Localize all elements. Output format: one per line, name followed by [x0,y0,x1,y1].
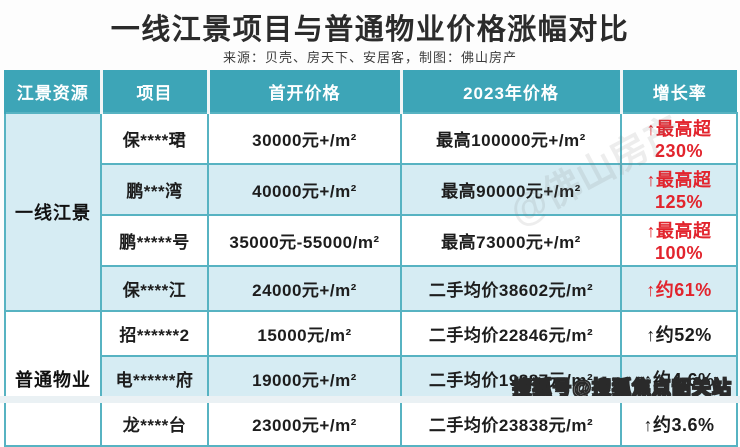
cell-project: 鹏***湾 [100,163,209,216]
source-line: 来源：贝壳、房天下、安居客，制图：佛山房产 [222,50,517,65]
cell-project: 龙****台 [100,400,209,447]
cell-project: 电******府 [100,355,209,402]
infographic-page: 一线江景项目与普通物业价格涨幅对比 来源：贝壳、房天下、安居客，制图：佛山房产 … [0,14,740,447]
cell-growth-rate: ↑最高超230% [620,112,738,165]
cell-2023-price: 最高100000元+/m² [400,112,622,165]
bottom-strip [0,396,740,403]
cell-2023-price: 最高90000元+/m² [400,163,622,216]
table-row: 电******府 19000元+/m² 二手均价19887元/m² ↑约4.6% [5,355,738,402]
cell-growth-rate: ↑约52% [620,310,738,357]
cell-growth-rate: ↑最高超125% [620,163,738,216]
cell-growth-rate: ↑约61% [620,265,738,312]
table-row: 鹏*****号 35000元-55000/m² 最高73000元+/m² ↑最高… [5,214,738,267]
cell-growth-rate: ↑最高超100% [620,214,738,267]
cell-project: 保****江 [100,265,209,312]
cell-growth-rate: ↑约4.6% [620,355,738,402]
column-header-2023-price: 2023年价格 [399,70,621,113]
column-header-first-price: 首开价格 [206,70,401,113]
cell-2023-price: 二手均价22846元/m² [400,310,622,357]
table-row: 鹏***湾 40000元+/m² 最高90000元+/m² ↑最高超125% [5,163,738,216]
cell-first-price: 24000元+/m² [207,265,402,312]
sohu-account-watermark: 搜狐号@搜狐焦点韶关站 [512,377,732,399]
cell-first-price: 23000元+/m² [207,400,402,447]
table-row: 龙****台 23000元+/m² 二手均价23838元/m² ↑约3.6% [5,400,738,447]
cell-first-price: 19000元+/m² [207,355,402,402]
cell-project: 保****珺 [100,112,209,165]
group-label-ordinary: 普通物业 [4,310,102,447]
column-header-river-resource: 江景资源 [4,70,101,113]
cell-first-price: 30000元+/m² [207,112,402,165]
cell-growth-rate: ↑约3.6% [620,400,738,447]
cell-2023-price: 二手均价19887元/m² [400,355,622,402]
table-row: 普通物业 招******2 15000元/m² 二手均价22846元/m² ↑约… [4,310,738,447]
cell-2023-price: 二手均价23838元/m² [400,400,622,447]
column-header-growth-rate: 增长率 [619,70,737,113]
cell-first-price: 35000元-55000/m² [207,214,402,267]
table-row: 一线江景 保****珺 30000元+/m² 最高100000元+/m² ↑最高… [4,112,738,312]
header-row: 江景资源 项目 首开价格 2023年价格 增长率 [4,70,737,113]
cell-project: 招******2 [100,310,209,357]
cell-first-price: 40000元+/m² [207,163,402,216]
cell-2023-price: 二手均价38602元/m² [400,265,622,312]
cell-project: 鹏*****号 [100,214,209,267]
page-title: 一线江景项目与普通物业价格涨幅对比 [110,14,630,46]
column-header-project: 项目 [99,70,208,113]
cell-2023-price: 最高73000元+/m² [400,214,622,267]
group-label-riverside: 一线江景 [4,112,102,312]
cell-first-price: 15000元/m² [207,310,402,357]
table-row: 保****江 24000元+/m² 二手均价38602元/m² ↑约61% [5,265,738,312]
